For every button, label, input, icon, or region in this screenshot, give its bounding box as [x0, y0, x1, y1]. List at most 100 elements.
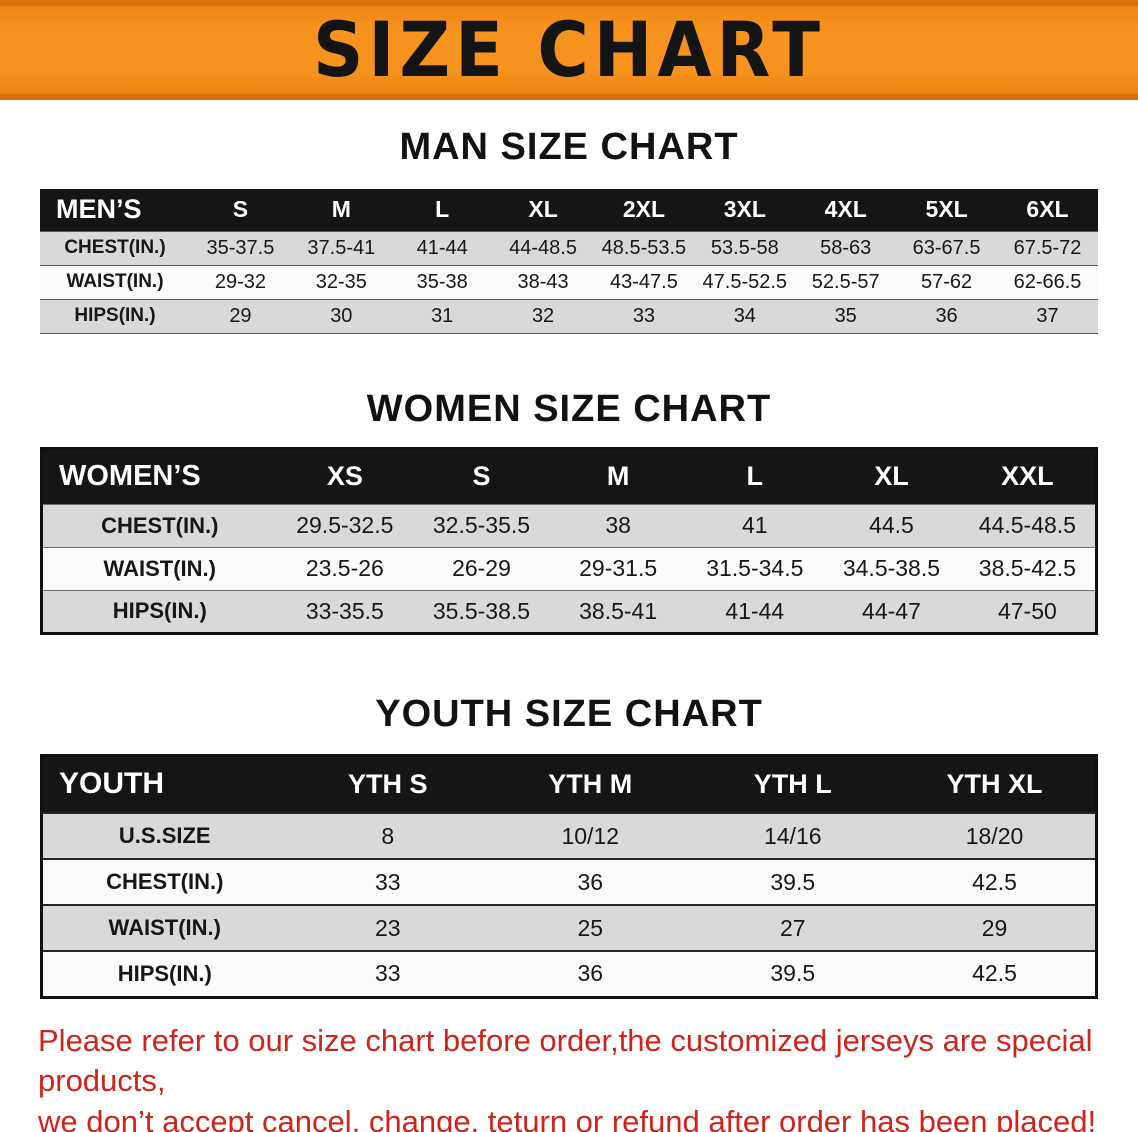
row-label: U.S.SIZE [41, 812, 287, 859]
cell-value: 39.5 [691, 858, 894, 905]
table-row: WAIST(IN.) 23.5-26 26-29 29-31.5 31.5-34.5 34… [41, 546, 1097, 590]
column-header: YTH L [691, 755, 894, 813]
cell-value: 34 [694, 298, 796, 334]
column-header: 5XL [896, 189, 997, 231]
column-header: M [549, 448, 687, 504]
cell-value: 52.5-57 [795, 264, 897, 300]
section-men: MAN SIZE CHART MEN’S S M L XL 2XL 3XL 4XL 5XL 6XL… [0, 126, 1138, 334]
cell-value: 35-37.5 [190, 230, 291, 266]
cell-value: 44-47 [823, 589, 960, 633]
page-title: SIZE CHART [312, 5, 826, 95]
section-women: WOMEN SIZE CHART WOMEN’S XS S M L XL XXL CHEST(… [0, 388, 1138, 635]
cell-value: 39.5 [691, 950, 894, 997]
row-label: WAIST(IN.) [40, 264, 190, 300]
row-label: WAIST(IN.) [41, 904, 287, 951]
cell-value: 43-47.5 [593, 264, 695, 300]
column-header: XXL [959, 448, 1097, 504]
banner: SIZE CHART [0, 0, 1138, 100]
cell-value: 38.5-41 [549, 589, 687, 633]
cell-value: 18/20 [894, 812, 1097, 859]
cell-value: 23.5-26 [276, 546, 414, 590]
table-corner-label: YOUTH [41, 755, 287, 813]
cell-value: 26-29 [413, 546, 550, 590]
cell-value: 58-63 [795, 230, 897, 266]
cell-value: 35.5-38.5 [413, 589, 550, 633]
column-header: XL [492, 189, 594, 231]
cell-value: 30 [290, 298, 392, 334]
cell-value: 42.5 [894, 950, 1097, 997]
cell-value: 29-32 [190, 264, 291, 300]
cell-value: 35-38 [391, 264, 493, 300]
cell-value: 14/16 [691, 812, 894, 859]
cell-value: 32-35 [290, 264, 392, 300]
row-label: HIPS(IN.) [41, 589, 277, 633]
row-label: CHEST(IN.) [40, 230, 190, 266]
table-row: HIPS(IN.) 29 30 31 32 33 34 35 36 37 [40, 298, 1098, 334]
table-corner-label: WOMEN’S [41, 448, 277, 504]
cell-value: 37.5-41 [290, 230, 392, 266]
cell-value: 38.5-42.5 [959, 546, 1097, 590]
header-row: YOUTH YTH S YTH M YTH L YTH XL [41, 755, 1097, 813]
cell-value: 31 [391, 298, 493, 334]
cell-value: 44.5-48.5 [959, 503, 1097, 547]
column-header: L [686, 448, 824, 504]
cell-value: 36 [489, 950, 692, 997]
cell-value: 29 [190, 298, 291, 334]
column-header: S [413, 448, 550, 504]
youth-size-table: YOUTH YTH S YTH M YTH L YTH XL U.S.SIZE 8 10/12… [40, 753, 1098, 999]
cell-value: 47-50 [959, 589, 1097, 633]
column-header: YTH S [286, 755, 489, 813]
youth-section-heading: YOUTH SIZE CHART [375, 692, 763, 735]
column-header: YTH XL [894, 755, 1097, 813]
cell-value: 38-43 [492, 264, 594, 300]
table-corner-label: MEN’S [40, 189, 190, 231]
cell-value: 33 [286, 858, 489, 905]
men-section-heading: MAN SIZE CHART [399, 126, 739, 168]
header-row: WOMEN’S XS S M L XL XXL [41, 448, 1097, 504]
row-label: HIPS(IN.) [41, 950, 287, 997]
disclaimer: Please refer to our size chart before or… [38, 1021, 1100, 1132]
cell-value: 44-48.5 [492, 230, 594, 266]
table-row: HIPS(IN.) 33 36 39.5 42.5 [41, 950, 1097, 997]
cell-value: 27 [691, 904, 894, 951]
cell-value: 62-66.5 [997, 264, 1098, 300]
table-row: CHEST(IN.) 33 36 39.5 42.5 [41, 858, 1097, 905]
row-label: HIPS(IN.) [40, 298, 190, 334]
column-header: S [190, 189, 291, 231]
cell-value: 32.5-35.5 [413, 503, 550, 547]
header-row: MEN’S S M L XL 2XL 3XL 4XL 5XL 6XL [40, 189, 1098, 231]
table-row: HIPS(IN.) 33-35.5 35.5-38.5 38.5-41 41-44 44-… [41, 589, 1097, 633]
column-header: XS [276, 448, 414, 504]
cell-value: 41-44 [686, 589, 824, 633]
section-youth: YOUTH SIZE CHART YOUTH YTH S YTH M YTH L YTH… [0, 693, 1138, 999]
column-header: 4XL [795, 189, 897, 231]
cell-value: 23 [286, 904, 489, 951]
cell-value: 36 [896, 298, 997, 334]
cell-value: 32 [492, 298, 594, 334]
cell-value: 36 [489, 858, 692, 905]
row-label: CHEST(IN.) [41, 858, 287, 905]
cell-value: 41-44 [391, 230, 493, 266]
table-row: CHEST(IN.) 35-37.5 37.5-41 41-44 44-48.5 48.5… [40, 230, 1098, 266]
cell-value: 42.5 [894, 858, 1097, 905]
cell-value: 37 [997, 298, 1098, 334]
men-size-table: MEN’S S M L XL 2XL 3XL 4XL 5XL 6XL CHEST(IN.) 35-37… [40, 189, 1098, 334]
row-label: WAIST(IN.) [41, 546, 277, 590]
column-header: 6XL [997, 189, 1098, 231]
cell-value: 35 [795, 298, 897, 334]
disclaimer-line-1: Please refer to our size chart before or… [38, 1022, 1093, 1099]
table-row: WAIST(IN.) 29-32 32-35 35-38 38-43 43-47.5 47.… [40, 264, 1098, 300]
disclaimer-line-2: we don’t accept cancel, change, teturn o… [38, 1104, 1097, 1132]
cell-value: 8 [286, 812, 489, 859]
cell-value: 57-62 [896, 264, 997, 300]
column-header: M [290, 189, 392, 231]
cell-value: 48.5-53.5 [593, 230, 695, 266]
cell-value: 44.5 [823, 503, 960, 547]
column-header: 2XL [593, 189, 695, 231]
cell-value: 33-35.5 [276, 589, 414, 633]
column-header: 3XL [694, 189, 796, 231]
cell-value: 38 [549, 503, 687, 547]
cell-value: 34.5-38.5 [823, 546, 960, 590]
cell-value: 63-67.5 [896, 230, 997, 266]
